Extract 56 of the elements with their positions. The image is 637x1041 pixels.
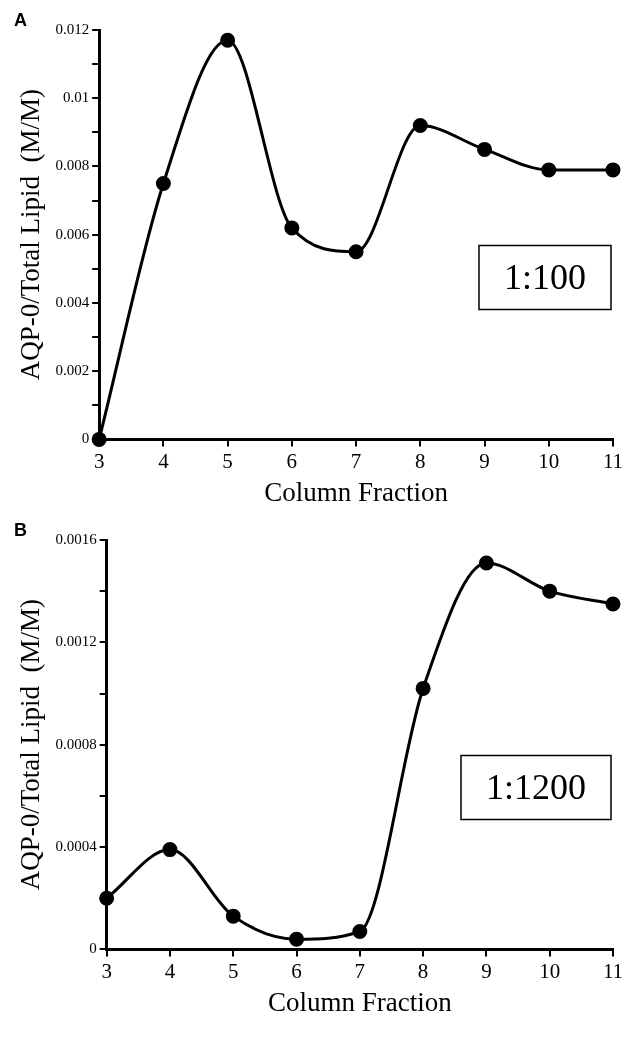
y-tick-label: 0.002: [55, 362, 90, 379]
x-tick-label: 6: [286, 448, 298, 473]
x-tick-label: 8: [415, 448, 426, 473]
point: [605, 596, 621, 612]
point: [99, 890, 115, 906]
x-tick-label: 4: [158, 448, 170, 473]
y-tick-label: 0.012: [55, 20, 90, 37]
point: [541, 162, 557, 178]
point: [220, 32, 236, 48]
point: [542, 583, 558, 599]
y-tick-label: 0.004: [55, 293, 90, 310]
y-axis-title: AQP-0/Total Lipid (M/M): [15, 89, 46, 381]
x-tick-label: 3: [101, 958, 112, 983]
y-axis-title: AQP-0/Total Lipid (M/M): [15, 599, 46, 891]
y-tick-label: 0: [89, 940, 97, 957]
y-tick-label: 0.008: [55, 157, 90, 174]
x-tick-label: 8: [417, 958, 429, 983]
text: B: [14, 519, 27, 540]
y-tick-label: 0.006: [55, 225, 90, 242]
x-tick-label: 5: [227, 958, 239, 983]
x-tick-label: 11: [602, 958, 624, 983]
point: [162, 842, 178, 858]
point: [225, 908, 241, 924]
point: [605, 162, 621, 178]
point: [284, 220, 300, 236]
x-axis-title: Column Fraction: [264, 476, 449, 507]
point: [348, 244, 364, 260]
x-tick-label: 11: [602, 448, 624, 473]
x-tick-label: 5: [222, 448, 233, 473]
x-tick-label: 6: [291, 958, 302, 983]
y-tick-label: 0.0012: [55, 633, 97, 650]
y-tick-label: 0: [81, 430, 90, 447]
x-tick-label: 7: [350, 448, 362, 473]
point: [289, 931, 305, 947]
x-tick-label: 7: [354, 958, 366, 983]
annotation: 1:100: [503, 256, 587, 297]
y-tick-label: 0.0004: [55, 837, 98, 854]
point: [352, 923, 368, 939]
point: [478, 555, 494, 571]
x-tick-label: 4: [164, 958, 176, 983]
x-tick-label: 9: [481, 958, 492, 983]
point: [477, 141, 493, 157]
x-axis-title: Column Fraction: [267, 986, 453, 1017]
y-tick-label: 0.0016: [55, 530, 98, 547]
y-tick-label: 0.0008: [55, 735, 97, 752]
annotation: 1:1200: [485, 766, 587, 807]
x-tick-label: 9: [479, 448, 490, 473]
point: [412, 118, 428, 134]
x-tick-label: 10: [538, 448, 560, 473]
point: [415, 680, 431, 696]
x-tick-label: 10: [539, 958, 561, 983]
point: [91, 431, 107, 447]
x-tick-label: 3: [93, 448, 105, 473]
point: [155, 176, 171, 192]
text: A: [14, 9, 27, 30]
y-tick-label: 0.01: [62, 89, 90, 106]
